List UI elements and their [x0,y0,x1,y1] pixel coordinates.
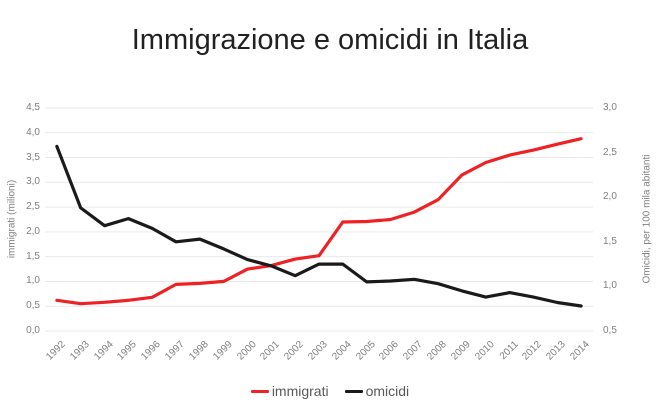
legend-item-omicidi: omicidi [344,383,410,399]
left-axis-tick: 2,5 [26,201,40,213]
series-immigrati-line [55,137,583,306]
chart-title: Immigrazione e omicidi in Italia [131,24,529,56]
right-axis-title: Omicidi, per 100 mila abitanti [641,154,653,284]
legend-item-immigrati: immigrati [250,383,329,399]
immigrati-legend-swatch [250,389,269,393]
right-axis-tick: 1,0 [603,280,617,292]
right-axis-tick: 3,0 [603,102,617,113]
right-axis-tick: 2,0 [603,191,617,203]
right-axis-tick: 0,5 [603,325,617,336]
left-axis-tick: 1,5 [26,250,40,262]
series-omicidi-line [55,144,583,308]
left-axis-tick: 0,0 [26,325,40,336]
left-axis-tick: 4,5 [26,102,40,113]
omicidi-legend-label: omicidi [365,383,410,399]
right-axis-tick: 1,5 [603,235,617,247]
left-axis-tick: 1,0 [26,275,40,287]
left-axis-tick: 3,5 [26,151,40,163]
left-axis-tick: 0,5 [26,300,40,312]
left-axis-title: immigrati (milioni) [6,179,18,259]
left-axis-tick: 2,0 [26,225,40,237]
legend: immigrati omicidi [0,383,660,399]
immigrati-legend-label: immigrati [271,383,329,399]
omicidi-legend-swatch [344,389,363,393]
left-axis-tick: 3,0 [26,176,40,188]
left-axis-tick: 4,0 [26,126,40,138]
right-axis-tick: 2,5 [603,146,617,158]
